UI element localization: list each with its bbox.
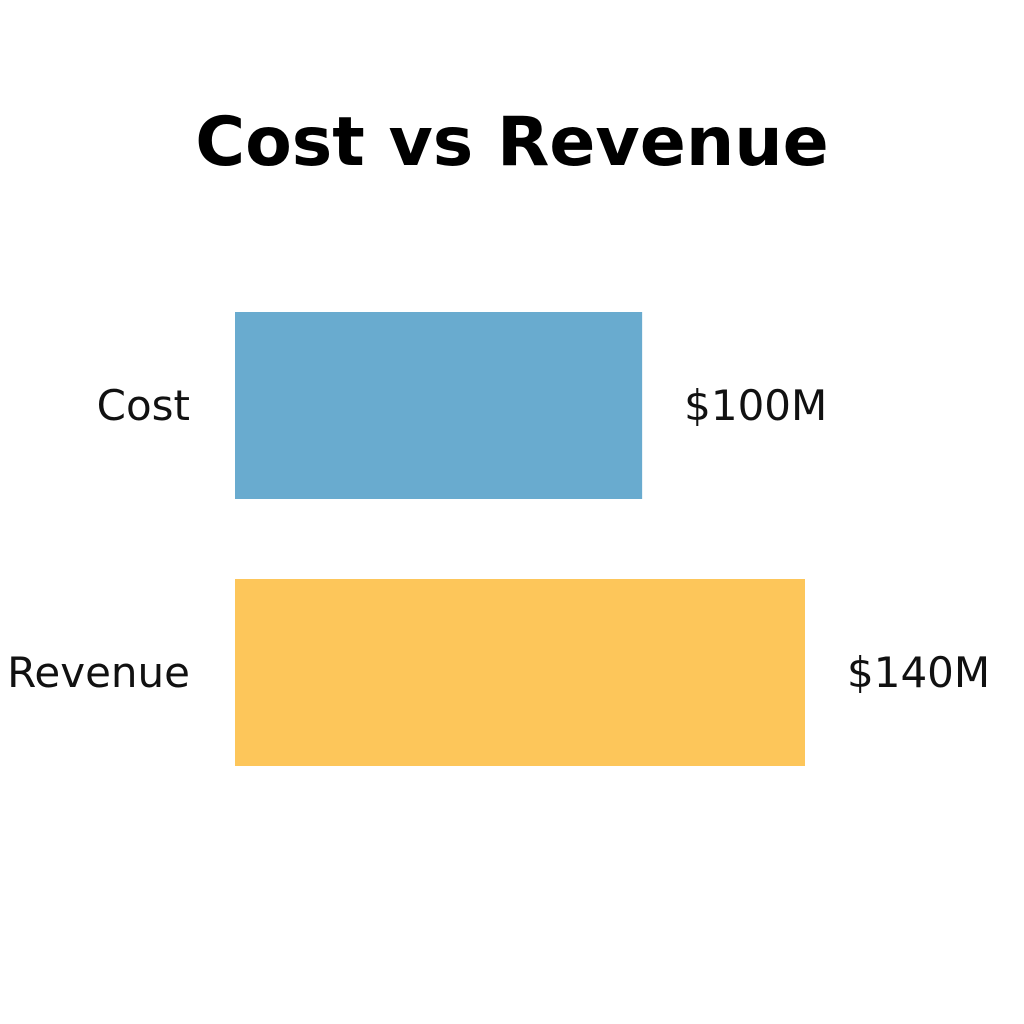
bars-group: Cost $100M Revenue $140M — [7, 312, 990, 766]
category-label-cost: Cost — [97, 381, 190, 430]
category-label-revenue: Revenue — [7, 648, 190, 697]
value-label-revenue: $140M — [847, 648, 990, 697]
bar-revenue — [235, 579, 805, 766]
value-label-cost: $100M — [684, 381, 827, 430]
bar-cost — [235, 312, 643, 499]
chart-title: Cost vs Revenue — [195, 103, 829, 182]
